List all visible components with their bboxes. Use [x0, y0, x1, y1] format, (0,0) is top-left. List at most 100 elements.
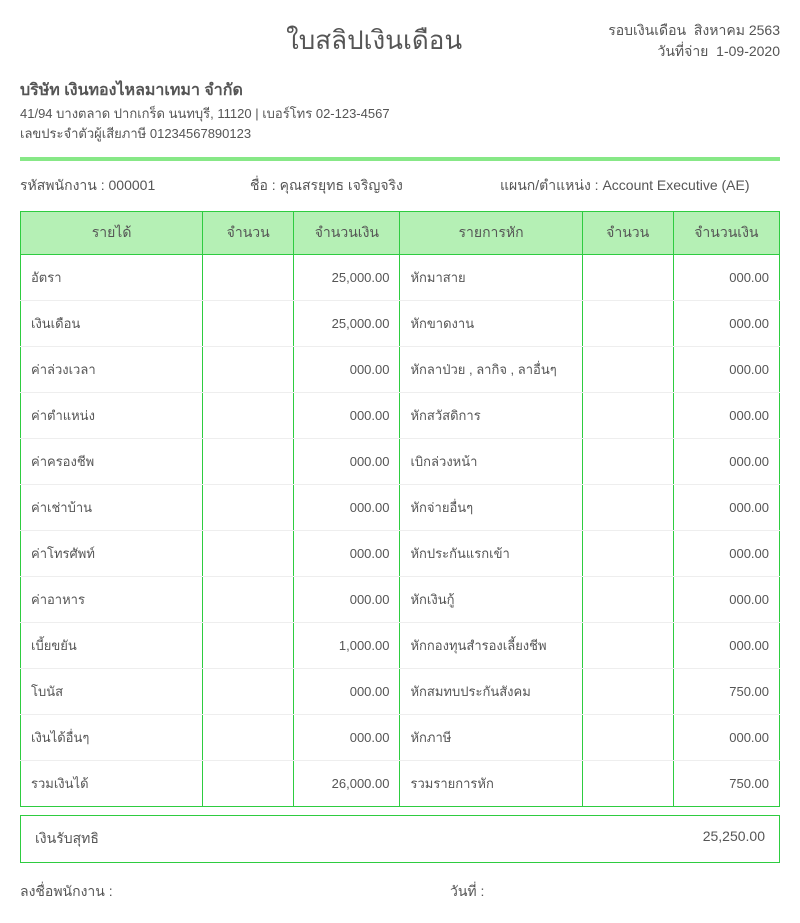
deduct-qty — [582, 439, 673, 485]
employee-code: รหัสพนักงาน : 000001 — [20, 175, 220, 197]
income-qty — [203, 715, 294, 761]
income-label: เงินเดือน — [21, 301, 203, 347]
deduct-qty — [582, 669, 673, 715]
deduct-amount: 000.00 — [673, 439, 779, 485]
deduct-qty — [582, 531, 673, 577]
income-qty — [203, 301, 294, 347]
income-label: รวมเงินได้ — [21, 761, 203, 807]
income-qty — [203, 485, 294, 531]
income-qty — [203, 623, 294, 669]
meta-block: รอบเงินเดือน สิงหาคม 2563 วันที่จ่าย 1-0… — [608, 20, 780, 62]
company-taxid: เลขประจำตัวผู้เสียภาษี 01234567890123 — [20, 124, 780, 145]
income-qty — [203, 347, 294, 393]
table-row: ค่าล่วงเวลา000.00หักลาป่วย , ลากิจ , ลาอ… — [21, 347, 780, 393]
income-amount: 25,000.00 — [294, 255, 400, 301]
income-amount: 000.00 — [294, 531, 400, 577]
deduct-qty — [582, 301, 673, 347]
th-qty1: จำนวน — [203, 212, 294, 255]
table-row: ค่าตำแหน่ง000.00หักสวัสดิการ000.00 — [21, 393, 780, 439]
employee-position: แผนก/ตำแหน่ง : Account Executive (AE) — [500, 175, 780, 197]
net-box: เงินรับสุทธิ 25,250.00 — [20, 815, 780, 863]
th-deduct: รายการหัก — [400, 212, 582, 255]
deduct-label: หักจ่ายอื่นๆ — [400, 485, 582, 531]
period-line: รอบเงินเดือน สิงหาคม 2563 — [608, 20, 780, 41]
income-amount: 000.00 — [294, 669, 400, 715]
deduct-qty — [582, 255, 673, 301]
income-label: อัตรา — [21, 255, 203, 301]
income-amount: 000.00 — [294, 439, 400, 485]
deduct-label: เบิกล่วงหน้า — [400, 439, 582, 485]
table-row: ค่าอาหาร000.00หักเงินกู้000.00 — [21, 577, 780, 623]
income-label: เงินได้อื่นๆ — [21, 715, 203, 761]
income-label: ค่าตำแหน่ง — [21, 393, 203, 439]
net-value: 25,250.00 — [703, 828, 765, 850]
deduct-qty — [582, 393, 673, 439]
income-amount: 25,000.00 — [294, 301, 400, 347]
deduct-label: หักขาดงาน — [400, 301, 582, 347]
table-row: อัตรา25,000.00หักมาสาย000.00 — [21, 255, 780, 301]
income-amount: 000.00 — [294, 347, 400, 393]
deduct-amount: 000.00 — [673, 393, 779, 439]
company-block: บริษัท เงินทองไหลมาเทมา จำกัด 41/94 บางต… — [20, 78, 780, 145]
deduct-label: หักประกันแรกเข้า — [400, 531, 582, 577]
deduct-amount: 750.00 — [673, 761, 779, 807]
th-income: รายได้ — [21, 212, 203, 255]
income-amount: 000.00 — [294, 485, 400, 531]
deduct-amount: 000.00 — [673, 347, 779, 393]
deduct-qty — [582, 347, 673, 393]
deduct-label: หักเงินกู้ — [400, 577, 582, 623]
income-amount: 1,000.00 — [294, 623, 400, 669]
income-label: ค่าล่วงเวลา — [21, 347, 203, 393]
income-amount: 000.00 — [294, 715, 400, 761]
deduct-qty — [582, 485, 673, 531]
employee-row: รหัสพนักงาน : 000001 ชื่อ : คุณสรยุทธ เจ… — [20, 175, 780, 197]
th-amt1: จำนวนเงิน — [294, 212, 400, 255]
net-label: เงินรับสุทธิ — [35, 828, 99, 850]
deduct-amount: 750.00 — [673, 669, 779, 715]
income-label: โบนัส — [21, 669, 203, 715]
deduct-amount: 000.00 — [673, 301, 779, 347]
deduct-label: หักสมทบประกันสังคม — [400, 669, 582, 715]
income-qty — [203, 761, 294, 807]
deduct-qty — [582, 623, 673, 669]
deduct-label: หักลาป่วย , ลากิจ , ลาอื่นๆ — [400, 347, 582, 393]
deduct-amount: 000.00 — [673, 577, 779, 623]
deduct-amount: 000.00 — [673, 531, 779, 577]
deduct-qty — [582, 715, 673, 761]
table-row: เงินเดือน 25,000.00หักขาดงาน 000.00 — [21, 301, 780, 347]
income-qty — [203, 577, 294, 623]
deduct-amount: 000.00 — [673, 485, 779, 531]
table-row: ค่าเช่าบ้าน000.00หักจ่ายอื่นๆ000.00 — [21, 485, 780, 531]
income-label: ค่าอาหาร — [21, 577, 203, 623]
income-amount: 26,000.00 — [294, 761, 400, 807]
income-qty — [203, 531, 294, 577]
th-qty2: จำนวน — [582, 212, 673, 255]
header: ใบสลิปเงินเดือน รอบเงินเดือน สิงหาคม 256… — [20, 20, 780, 62]
company-address: 41/94 บางตลาด ปากเกร็ด นนทบุรี, 11120 | … — [20, 104, 780, 125]
income-label: ค่าเช่าบ้าน — [21, 485, 203, 531]
deduct-amount: 000.00 — [673, 623, 779, 669]
income-label: ค่าโทรศัพท์ — [21, 531, 203, 577]
income-amount: 000.00 — [294, 577, 400, 623]
income-label: เบี้ยขยัน — [21, 623, 203, 669]
income-label: ค่าครองชีพ — [21, 439, 203, 485]
deduct-qty — [582, 761, 673, 807]
deduct-qty — [582, 577, 673, 623]
table-row: ค่าครองชีพ000.00เบิกล่วงหน้า000.00 — [21, 439, 780, 485]
deduct-label: หักกองทุนสำรองเลี้ยงชีพ — [400, 623, 582, 669]
paydate-line: วันที่จ่าย 1-09-2020 — [608, 41, 780, 62]
table-row: โบนัส 000.00หักสมทบประกันสังคม 750.00 — [21, 669, 780, 715]
th-amt2: จำนวนเงิน — [673, 212, 779, 255]
company-name: บริษัท เงินทองไหลมาเทมา จำกัด — [20, 78, 780, 104]
deduct-label: หักสวัสดิการ — [400, 393, 582, 439]
deduct-amount: 000.00 — [673, 715, 779, 761]
signature-row: ลงชื่อพนักงาน : วันที่ : — [20, 881, 780, 903]
income-qty — [203, 255, 294, 301]
deduct-label: หักภาษี — [400, 715, 582, 761]
income-amount: 000.00 — [294, 393, 400, 439]
sign-date: วันที่ : — [450, 881, 484, 903]
income-qty — [203, 669, 294, 715]
deduct-label: รวมรายการหัก — [400, 761, 582, 807]
document-title: ใบสลิปเงินเดือน — [20, 20, 608, 61]
income-qty — [203, 439, 294, 485]
